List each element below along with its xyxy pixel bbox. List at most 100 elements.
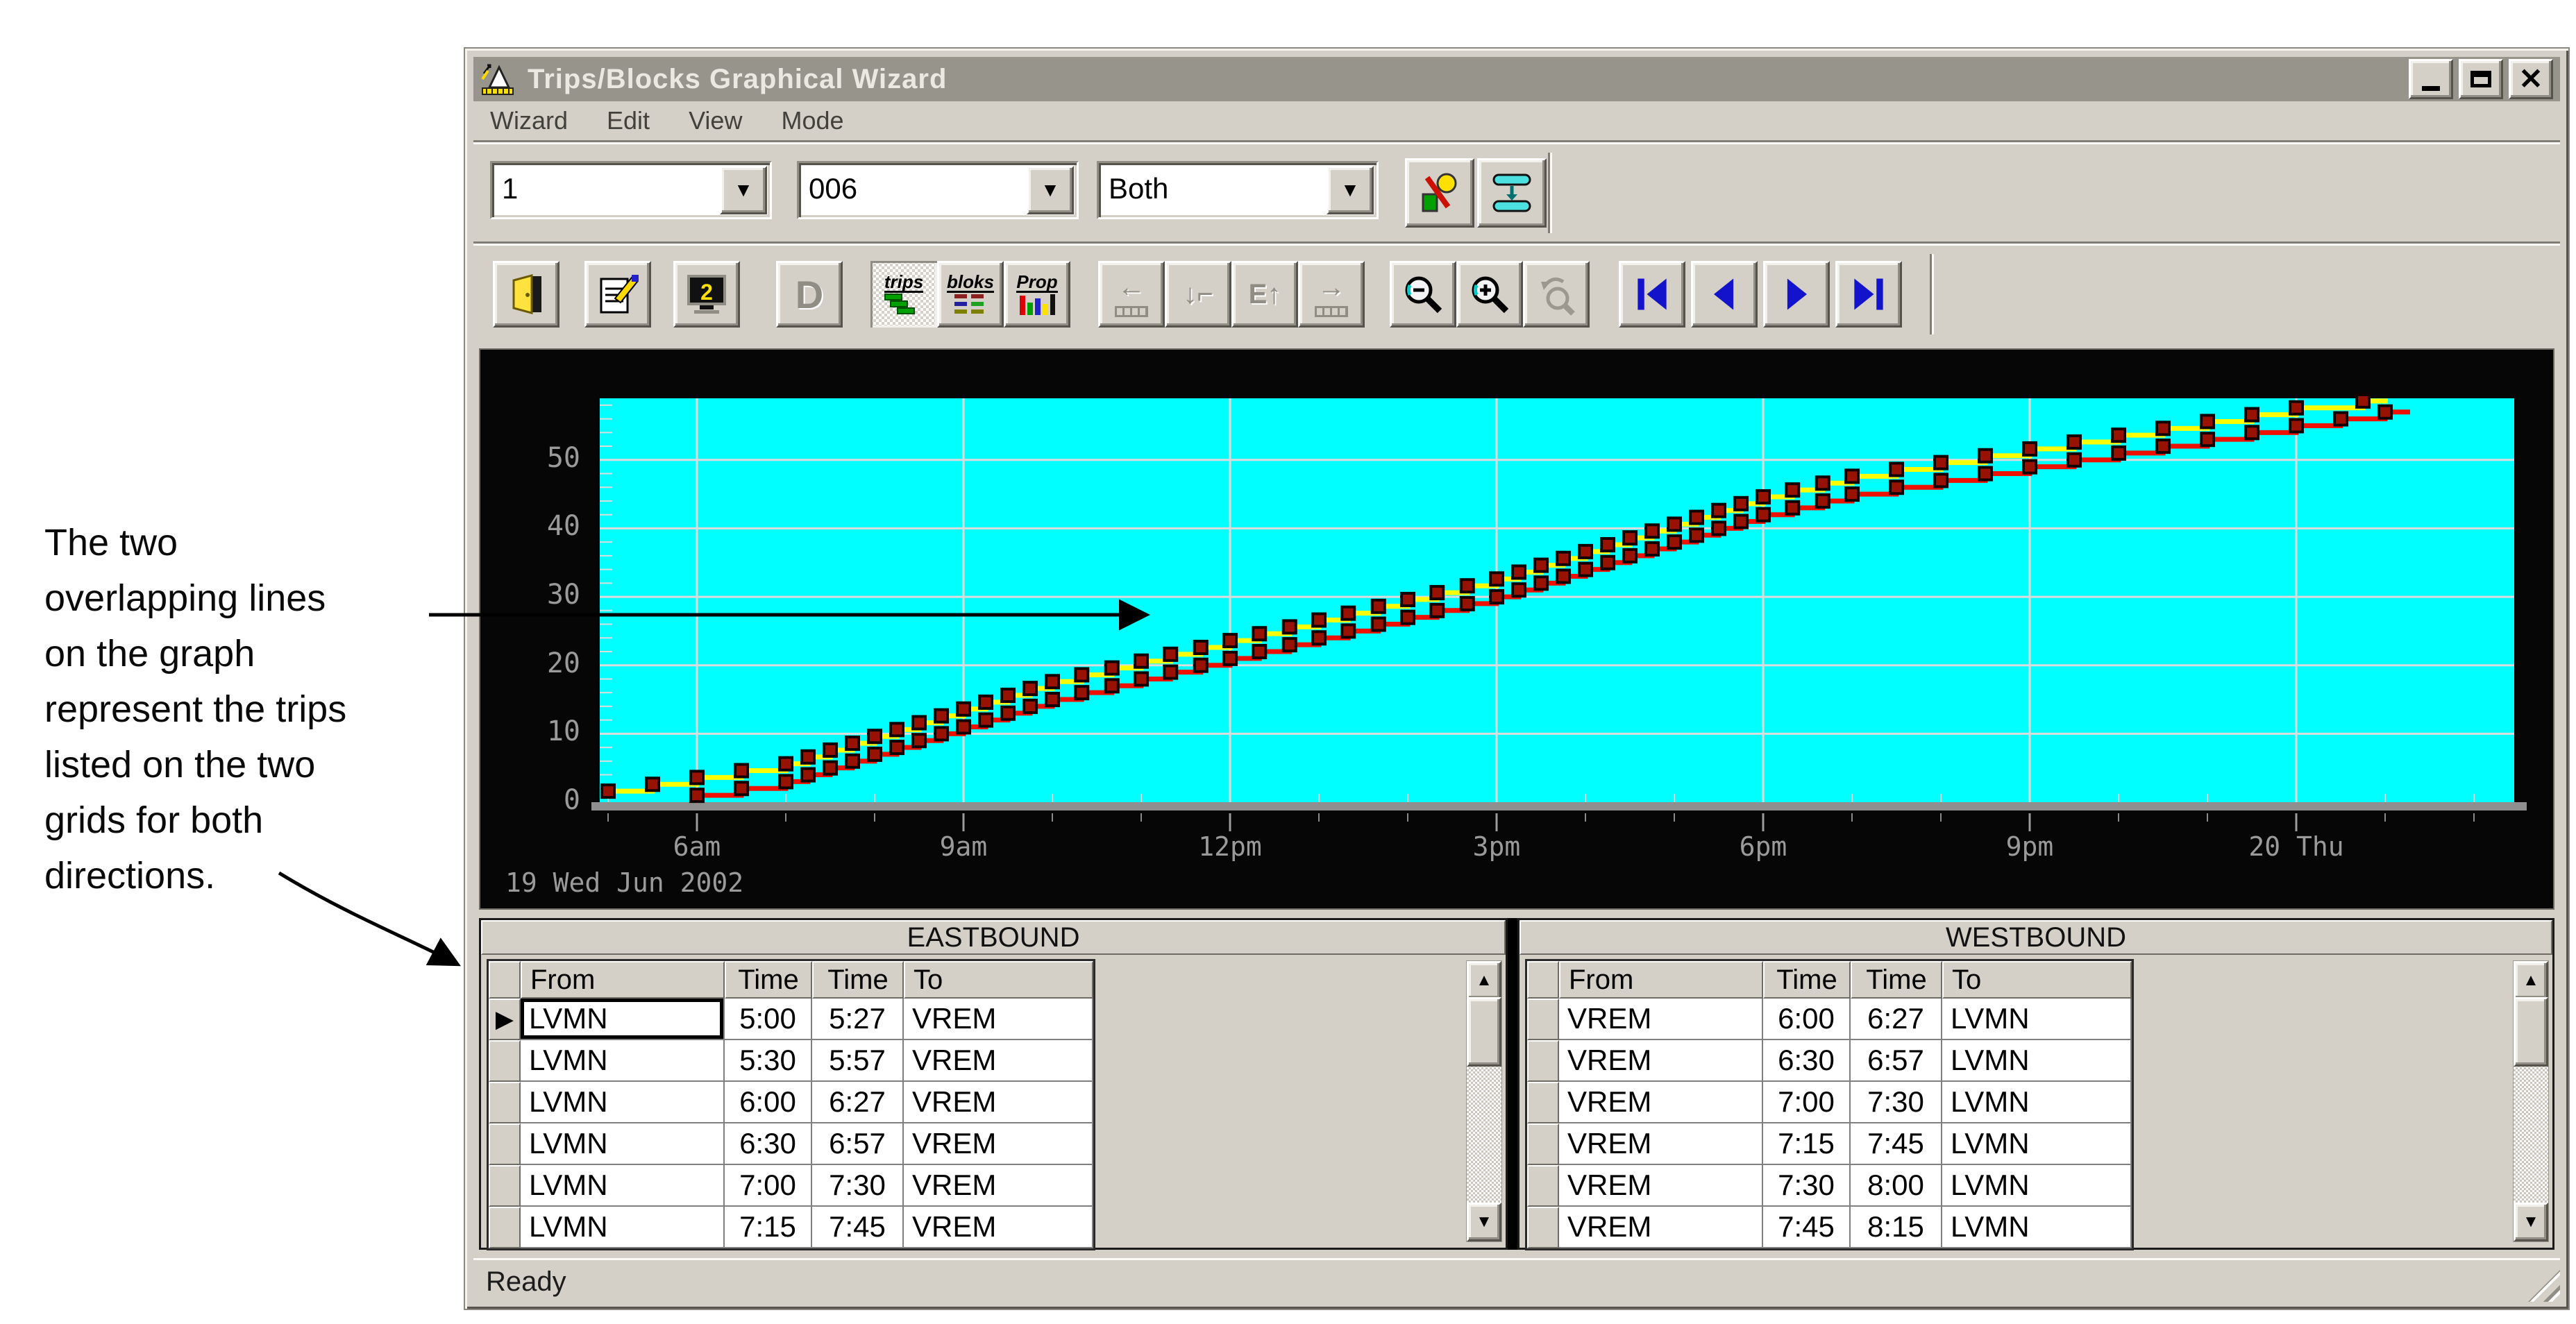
scroll-down-button[interactable]: ▼ [1467,1203,1501,1241]
eastbound-column-header-from-0[interactable]: From [521,961,725,999]
westbound-cell[interactable]: VREM [1559,1123,1763,1165]
westbound-cell[interactable]: LVMN [1942,1082,2132,1123]
next-record-button[interactable] [1763,261,1830,328]
eastbound-cell[interactable]: 7:15 [725,1207,812,1248]
maximize-button[interactable] [2459,59,2503,99]
eastbound-cell[interactable]: 7:30 [812,1165,904,1207]
shift-later-button[interactable]: → [1298,261,1365,328]
menu-wizard[interactable]: Wizard [490,106,569,135]
scroll-down-button[interactable]: ▼ [2514,1203,2548,1241]
scenario-dropdown-button[interactable]: ▼ [720,166,767,214]
westbound-cell[interactable]: VREM [1559,999,1763,1040]
eastbound-cell[interactable]: 5:00 [725,999,812,1040]
insert-row-button[interactable]: ↓⌐ [1165,261,1231,328]
proportions-view-button[interactable]: Prop [1004,261,1070,328]
minimize-button[interactable] [2409,59,2453,99]
zoom-in-button[interactable] [1456,261,1523,328]
scroll-up-button[interactable]: ▲ [1467,961,1501,1000]
first-record-button[interactable] [1619,261,1685,328]
westbound-cell[interactable]: VREM [1559,1207,1763,1248]
eastbound-cell[interactable]: 6:30 [725,1123,812,1165]
westbound-cell[interactable]: LVMN [1942,1040,2132,1082]
title-bar[interactable]: Trips/Blocks Graphical Wizard ✕ [473,57,2560,101]
eastbound-cell[interactable]: 6:00 [725,1082,812,1123]
row-selector[interactable]: ▶ [489,999,521,1040]
eastbound-column-header-time-2[interactable]: Time [812,961,904,999]
scenario-combobox[interactable]: 1 ▼ [490,161,772,219]
eastbound-cell[interactable]: LVMN [521,1123,725,1165]
scrollbar-thumb[interactable] [2514,997,2548,1067]
westbound-scrollbar[interactable]: ▲ ▼ [2513,960,2549,1242]
eastbound-column-header-time-1[interactable]: Time [725,961,812,999]
westbound-column-header-time-1[interactable]: Time [1763,961,1851,999]
row-selector[interactable] [1527,1165,1559,1207]
mode-d-button[interactable]: D [776,261,843,328]
close-button[interactable]: ✕ [2509,59,2553,99]
direction-dropdown-button[interactable]: ▼ [1327,166,1374,214]
eastbound-cell[interactable]: 7:45 [812,1207,904,1248]
westbound-cell[interactable]: 8:00 [1851,1165,1942,1207]
westbound-cell[interactable]: VREM [1559,1040,1763,1082]
westbound-cell[interactable]: LVMN [1942,999,2132,1040]
row-selector-header[interactable] [489,961,521,999]
exit-button[interactable] [493,261,559,328]
zoom-reset-button[interactable] [1523,261,1590,328]
blocks-view-button[interactable]: bloks [937,261,1004,328]
row-selector[interactable] [1527,1207,1559,1248]
row-selector[interactable] [1527,1123,1559,1165]
westbound-cell[interactable]: 7:15 [1763,1123,1851,1165]
westbound-column-header-from-0[interactable]: From [1559,961,1763,999]
resize-grip[interactable] [2528,1270,2560,1302]
eastbound-cell[interactable]: LVMN [521,1040,725,1082]
eastbound-cell[interactable]: 7:00 [725,1165,812,1207]
westbound-column-header-to-3[interactable]: To [1942,961,2132,999]
properties-button[interactable] [584,261,651,328]
westbound-cell[interactable]: VREM [1559,1082,1763,1123]
row-selector[interactable] [1527,1082,1559,1123]
eastbound-cell[interactable]: LVMN [521,999,725,1040]
westbound-cell[interactable]: 6:30 [1763,1040,1851,1082]
eastbound-cell[interactable]: 6:27 [812,1082,904,1123]
menu-edit[interactable]: Edit [607,106,650,135]
menu-view[interactable]: View [689,106,743,135]
flip-direction-button[interactable] [1477,158,1547,228]
route-combobox[interactable]: 006 ▼ [797,161,1079,219]
westbound-cell[interactable]: 7:30 [1763,1165,1851,1207]
eastbound-scrollbar[interactable]: ▲ ▼ [1466,960,1502,1242]
scrollbar-thumb[interactable] [1467,997,1501,1067]
westbound-cell[interactable]: 6:00 [1763,999,1851,1040]
westbound-cell[interactable]: 7:00 [1763,1082,1851,1123]
eastbound-cell[interactable]: LVMN [521,1165,725,1207]
trips-view-button[interactable]: trips [870,261,937,328]
westbound-cell[interactable]: LVMN [1942,1123,2132,1165]
previous-record-button[interactable] [1691,261,1758,328]
eastbound-cell[interactable]: VREM [904,999,1093,1040]
row-selector[interactable] [1527,1040,1559,1082]
display-options-button[interactable] [1405,158,1474,228]
eastbound-cell[interactable]: VREM [904,1165,1093,1207]
westbound-column-header-time-2[interactable]: Time [1851,961,1942,999]
eastbound-cell[interactable]: 6:57 [812,1123,904,1165]
eastbound-cell[interactable]: VREM [904,1082,1093,1123]
row-selector[interactable] [1527,999,1559,1040]
westbound-cell[interactable]: 6:27 [1851,999,1942,1040]
eastbound-cell[interactable]: VREM [904,1207,1093,1248]
direction-combobox[interactable]: Both ▼ [1097,161,1379,219]
eastbound-cell[interactable]: VREM [904,1123,1093,1165]
westbound-cell[interactable]: 7:30 [1851,1082,1942,1123]
westbound-cell[interactable]: 7:45 [1763,1207,1851,1248]
shift-earlier-button[interactable]: ← [1098,261,1165,328]
last-record-button[interactable] [1835,261,1902,328]
report-screen-button[interactable]: 2 [673,261,740,328]
eastbound-cell[interactable]: LVMN [521,1082,725,1123]
eastbound-cell[interactable]: 5:57 [812,1040,904,1082]
westbound-cell[interactable]: VREM [1559,1165,1763,1207]
scroll-up-button[interactable]: ▲ [2514,961,2548,1000]
row-selector[interactable] [489,1207,521,1248]
row-selector-header[interactable] [1527,961,1559,999]
row-selector[interactable] [489,1082,521,1123]
westbound-cell[interactable]: 8:15 [1851,1207,1942,1248]
row-selector[interactable] [489,1040,521,1082]
westbound-cell[interactable]: 6:57 [1851,1040,1942,1082]
extend-up-button[interactable]: E↑ [1231,261,1298,328]
